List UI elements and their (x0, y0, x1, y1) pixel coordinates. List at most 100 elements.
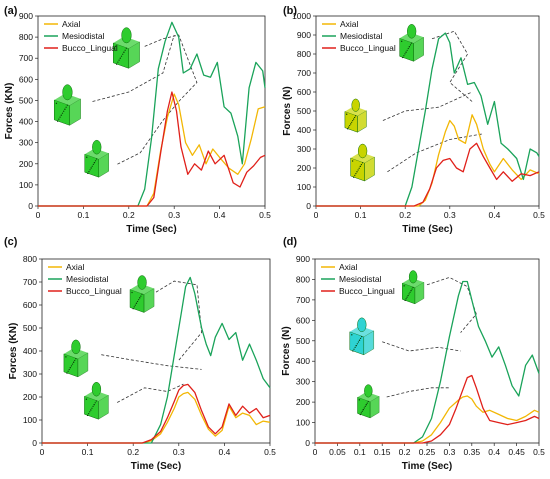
block-texture-dot (141, 293, 143, 295)
block-texture-dot (134, 304, 136, 306)
block-texture-dot (57, 120, 59, 122)
leader-line (101, 354, 202, 370)
x-tick-label: 0.2 (123, 210, 135, 220)
block-texture-dot (349, 124, 351, 127)
block-texture-dot (138, 299, 140, 301)
block-texture-dot (93, 404, 95, 406)
y-tick-label: 100 (23, 415, 37, 425)
block-texture-dot (353, 348, 355, 350)
leader-line (382, 91, 473, 121)
y-axis-label: Forces (N) (282, 86, 293, 135)
y-tick-label: 500 (19, 95, 33, 105)
leader-line (117, 120, 164, 165)
block-texture-dot (350, 123, 352, 125)
x-tick-label: 0.45 (508, 447, 525, 457)
block-texture-dot (124, 49, 126, 51)
block-texture-dot (131, 291, 133, 294)
y-tick-label: 600 (19, 74, 33, 84)
x-tick-label: 0.1 (77, 210, 89, 220)
chart-panel-b: (b) 0 100 200 300 400 500 600 700 800 900 1000 0 0.1 0… (282, 5, 545, 235)
block-texture-dot (90, 167, 92, 169)
block-texture-dot (123, 51, 125, 53)
block-texture-dot (91, 407, 93, 409)
block-texture-dot (92, 405, 94, 407)
block-texture-dot (353, 176, 355, 178)
tooth-crown-icon (408, 270, 418, 284)
block-texture-dot (63, 110, 65, 112)
tooth-crown-icon (91, 381, 102, 397)
block-texture-dot (89, 411, 91, 413)
model-block-icon (350, 143, 375, 182)
y-tick-label: 0 (28, 201, 33, 211)
model-block-icon (129, 275, 155, 313)
block-texture-dot (405, 51, 407, 53)
block-texture-dot (65, 106, 67, 108)
panel-label: (d) (283, 236, 297, 248)
block-texture-dot (367, 400, 369, 403)
leader-line (144, 34, 198, 121)
tooth-crown-icon (71, 339, 81, 355)
x-tick-label: 0.25 (419, 447, 436, 457)
model-block-icon (357, 384, 380, 419)
y-tick-label: 400 (23, 346, 37, 356)
y-axis-label: Forces (N) (281, 326, 292, 375)
block-texture-dot (67, 370, 69, 372)
tooth-crown-icon (407, 24, 417, 39)
block-texture-dot (351, 334, 353, 336)
block-texture-dot (116, 63, 118, 65)
x-tick-label: 0 (36, 210, 41, 220)
legend-label: Axial (339, 262, 358, 272)
legend-label: Mesiodistal (340, 31, 383, 41)
model-block-icon (349, 317, 375, 356)
block-texture-dot (407, 47, 409, 50)
y-tick-label: 600 (297, 87, 311, 97)
y-tick-label: 900 (19, 11, 33, 21)
y-tick-label: 600 (296, 315, 310, 325)
block-texture-dot (96, 158, 98, 160)
legend-label: Axial (66, 262, 85, 272)
y-tick-label: 0 (306, 201, 311, 211)
block-texture-dot (358, 339, 361, 341)
y-tick-label: 800 (23, 254, 37, 264)
block-texture-dot (92, 163, 94, 165)
block-texture-dot (403, 55, 405, 57)
tooth-crown-icon (62, 84, 73, 101)
y-tick-label: 800 (297, 49, 311, 59)
block-texture-dot (404, 53, 406, 55)
model-block-icon (113, 27, 140, 69)
series-line-bucco-lingual (42, 383, 271, 444)
block-texture-dot (406, 296, 408, 298)
model-block-icon (53, 84, 81, 126)
y-tick-label: 200 (296, 397, 310, 407)
block-texture-dot (90, 409, 92, 411)
block-side-face (143, 288, 155, 313)
y-tick-label: 400 (297, 125, 311, 135)
series-line-mesiodistal (316, 32, 540, 207)
block-texture-dot (409, 44, 412, 46)
block-texture-dot (348, 126, 350, 128)
block-texture-dot (402, 56, 404, 59)
block-texture-dot (59, 116, 61, 118)
x-tick-label: 0.3 (173, 447, 185, 457)
block-texture-dot (364, 405, 366, 407)
leader-line (431, 30, 473, 102)
block-texture-dot (86, 414, 89, 416)
x-tick-label: 0.2 (127, 447, 139, 457)
series-line-mesiodistal (315, 280, 540, 444)
y-tick-label: 900 (297, 30, 311, 40)
y-tick-label: 200 (19, 159, 33, 169)
block-texture-dot (359, 165, 361, 167)
block-texture-dot (68, 368, 70, 371)
block-texture-dot (357, 341, 359, 343)
y-tick-label: 400 (19, 117, 33, 127)
legend-label: Bucco_Lingual (340, 43, 396, 53)
x-axis-label: Time (Sec) (126, 224, 176, 235)
legend-label: Bucco_Lingual (62, 43, 118, 53)
block-texture-dot (61, 112, 64, 114)
y-tick-label: 100 (297, 182, 311, 192)
block-texture-dot (360, 164, 362, 166)
block-texture-dot (366, 402, 368, 404)
block-side-face (357, 110, 367, 133)
y-tick-label: 100 (19, 180, 33, 190)
block-texture-dot (136, 300, 139, 303)
